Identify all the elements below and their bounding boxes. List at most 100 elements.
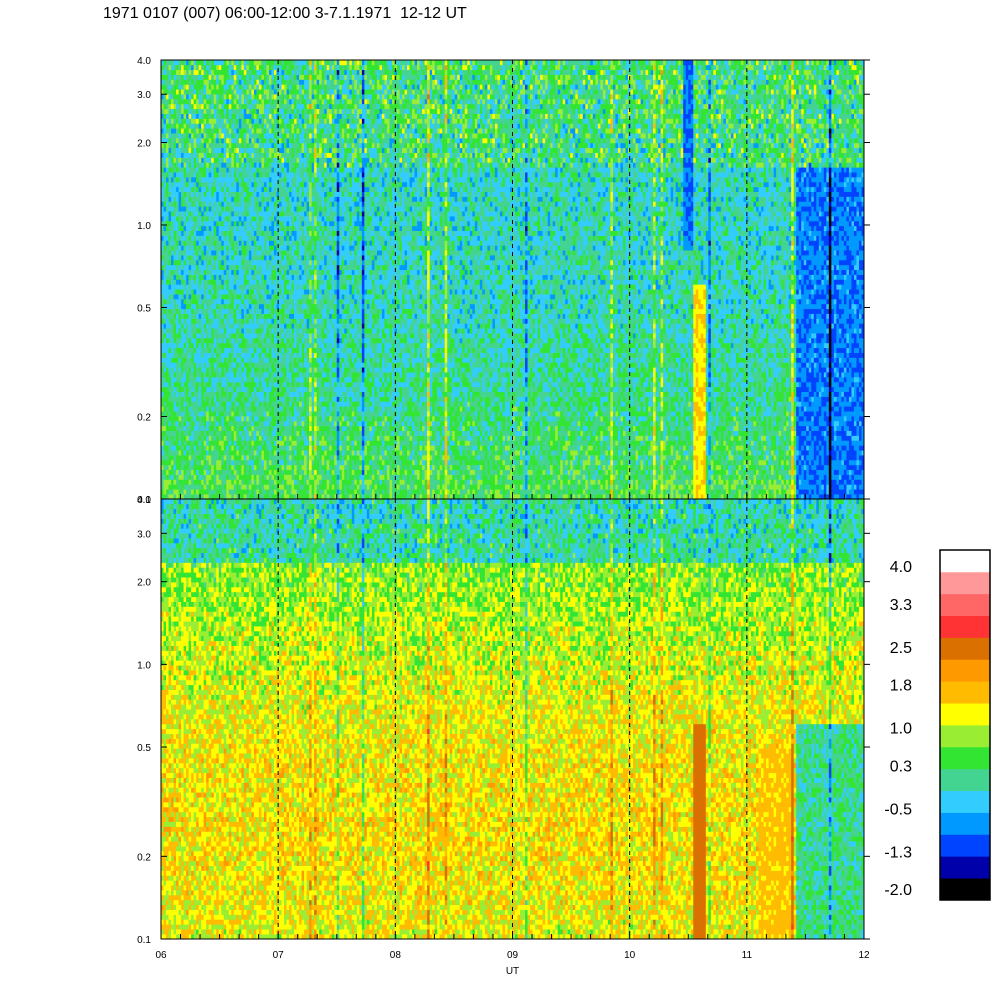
- heatmap-cell: [206, 143, 209, 148]
- heatmap-cell: [216, 187, 219, 192]
- heatmap-cell: [279, 216, 282, 221]
- heatmap-cell: [214, 362, 217, 367]
- heatmap-cell: [239, 450, 242, 455]
- heatmap-cell: [216, 60, 219, 65]
- heatmap-cell: [259, 484, 262, 489]
- heatmap-cell: [209, 123, 212, 128]
- heatmap-cell: [226, 431, 229, 436]
- heatmap-cell: [186, 445, 189, 450]
- heatmap-cell: [181, 470, 184, 475]
- heatmap-cell: [239, 440, 242, 445]
- heatmap-cell: [184, 333, 187, 338]
- heatmap-cell: [201, 299, 204, 304]
- heatmap-cell: [231, 236, 234, 241]
- heatmap-cell: [297, 338, 300, 343]
- heatmap-cell: [209, 431, 212, 436]
- heatmap-cell: [214, 84, 217, 89]
- heatmap-cell: [244, 431, 247, 436]
- heatmap-cell: [166, 128, 169, 133]
- heatmap-cell: [196, 211, 199, 216]
- heatmap-cell: [271, 333, 274, 338]
- heatmap-cell: [211, 75, 214, 80]
- heatmap-cell: [164, 421, 167, 426]
- heatmap-cell: [181, 84, 184, 89]
- heatmap-cell: [249, 397, 252, 402]
- heatmap-cell: [251, 172, 254, 177]
- heatmap-cell: [229, 367, 232, 372]
- heatmap-cell: [259, 270, 262, 275]
- heatmap-cell: [176, 65, 179, 70]
- heatmap-cell: [171, 489, 174, 494]
- heatmap-cell: [224, 70, 227, 75]
- heatmap-cell: [201, 114, 204, 119]
- heatmap-cell: [164, 133, 167, 138]
- heatmap-cell: [244, 436, 247, 441]
- heatmap-cell: [191, 99, 194, 104]
- heatmap-cell: [259, 99, 262, 104]
- heatmap-cell: [294, 89, 297, 94]
- heatmap-cell: [261, 162, 264, 167]
- heatmap-cell: [211, 153, 214, 158]
- heatmap-cell: [169, 401, 172, 406]
- heatmap-cell: [209, 328, 212, 333]
- heatmap-cell: [241, 255, 244, 260]
- heatmap-cell: [166, 382, 169, 387]
- heatmap-cell: [297, 460, 300, 465]
- heatmap-cell: [214, 99, 217, 104]
- heatmap-cell: [254, 70, 257, 75]
- heatmap-cell: [254, 377, 257, 382]
- heatmap-cell: [249, 377, 252, 382]
- heatmap-cell: [171, 206, 174, 211]
- heatmap-cell: [179, 119, 182, 124]
- heatmap-cell: [221, 250, 224, 255]
- heatmap-cell: [249, 265, 252, 270]
- heatmap-cell: [269, 265, 272, 270]
- heatmap-cell: [201, 153, 204, 158]
- heatmap-cell: [171, 148, 174, 153]
- heatmap-cell: [282, 60, 285, 65]
- heatmap-cell: [266, 270, 269, 275]
- heatmap-cell: [221, 70, 224, 75]
- heatmap-cell: [181, 401, 184, 406]
- heatmap-cell: [234, 216, 237, 221]
- heatmap-cell: [284, 431, 287, 436]
- heatmap-cell: [287, 182, 290, 187]
- heatmap-cell: [206, 99, 209, 104]
- heatmap-cell: [221, 465, 224, 470]
- heatmap-cell: [224, 162, 227, 167]
- heatmap-cell: [204, 153, 207, 158]
- heatmap-cell: [266, 294, 269, 299]
- heatmap-cell: [191, 333, 194, 338]
- heatmap-cell: [266, 343, 269, 348]
- heatmap-cell: [204, 416, 207, 421]
- heatmap-cell: [209, 333, 212, 338]
- heatmap-cell: [234, 319, 237, 324]
- heatmap-cell: [287, 353, 290, 358]
- heatmap-cell: [209, 338, 212, 343]
- heatmap-cell: [259, 323, 262, 328]
- heatmap-cell: [297, 201, 300, 206]
- heatmap-cell: [256, 60, 259, 65]
- heatmap-cell: [196, 158, 199, 163]
- heatmap-cell: [194, 153, 197, 158]
- heatmap-cell: [297, 284, 300, 289]
- heatmap-cell: [181, 289, 184, 294]
- heatmap-cell: [189, 172, 192, 177]
- heatmap-cell: [189, 367, 192, 372]
- heatmap-cell: [211, 489, 214, 494]
- heatmap-cell: [244, 172, 247, 177]
- heatmap-cell: [234, 192, 237, 197]
- heatmap-cell: [256, 84, 259, 89]
- heatmap-cell: [221, 299, 224, 304]
- heatmap-cell: [269, 206, 272, 211]
- heatmap-cell: [194, 192, 197, 197]
- heatmap-cell: [259, 216, 262, 221]
- heatmap-cell: [266, 382, 269, 387]
- heatmap-cell: [176, 206, 179, 211]
- heatmap-cell: [186, 265, 189, 270]
- heatmap-cell: [189, 294, 192, 299]
- heatmap-cell: [204, 231, 207, 236]
- heatmap-cell: [229, 197, 232, 202]
- heatmap-cell: [234, 201, 237, 206]
- heatmap-cell: [244, 167, 247, 172]
